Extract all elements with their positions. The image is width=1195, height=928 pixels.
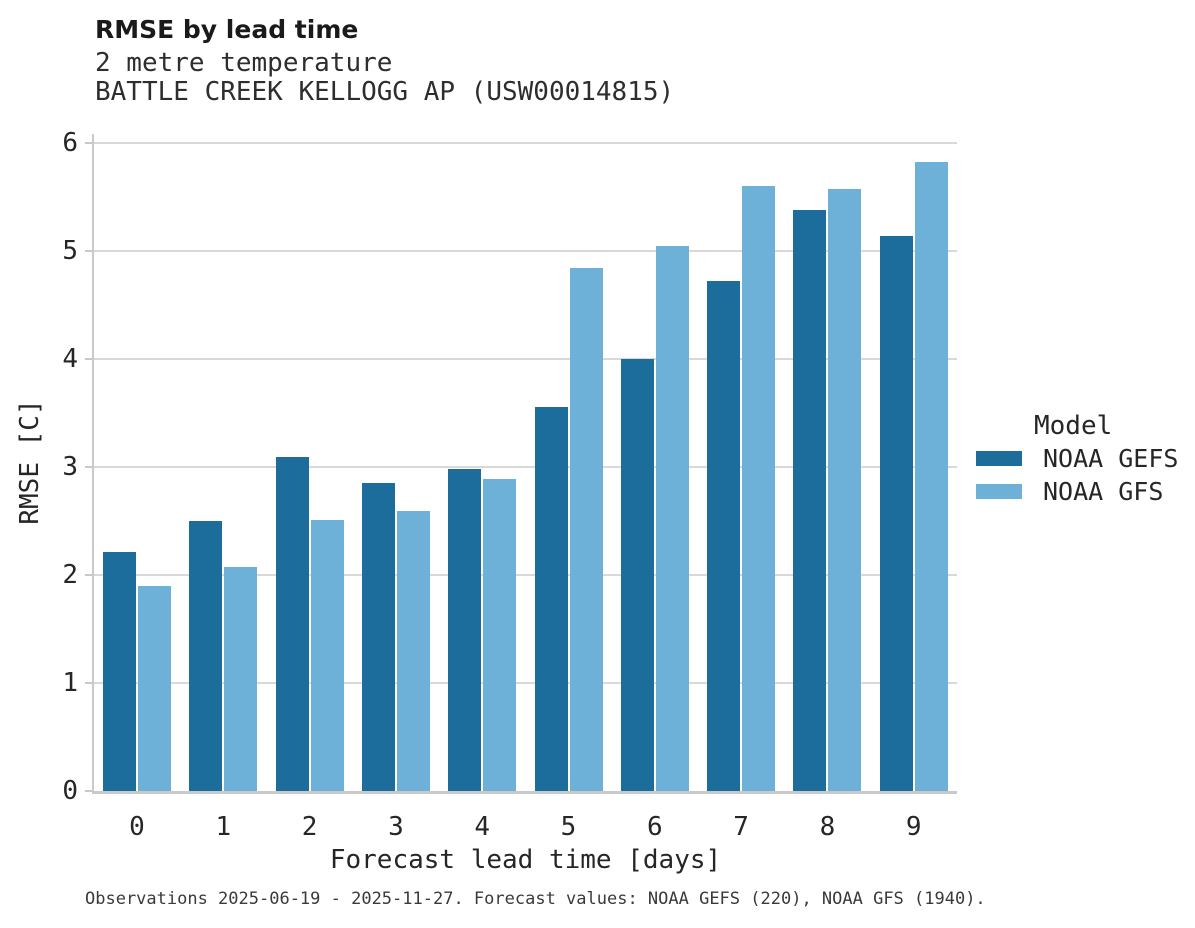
y-tick-label-6: 6 — [62, 128, 78, 158]
gridline-y-2 — [94, 574, 957, 576]
y-tick-mark-3 — [85, 466, 93, 468]
bar-noaa-gfs-lead-2 — [310, 519, 344, 791]
bar-noaa-gfs-lead-0 — [138, 585, 171, 791]
bar-noaa-gfs-lead-4 — [483, 478, 517, 791]
caption: Observations 2025-06-19 - 2025-11-27. Fo… — [85, 889, 986, 909]
bar-noaa-gefs-lead-6 — [620, 359, 654, 791]
bar-noaa-gefs-lead-8 — [793, 209, 827, 791]
legend-swatch-noaa-gefs — [976, 451, 1022, 466]
gridline-y-3 — [94, 466, 957, 468]
gridline-y-6 — [94, 142, 957, 144]
y-tick-label-3: 3 — [62, 452, 78, 482]
x-tick-label-6: 6 — [646, 812, 663, 842]
x-tick-label-7: 7 — [733, 812, 749, 842]
legend-title: Model — [1034, 411, 1113, 441]
bar-noaa-gfs-lead-3 — [396, 511, 430, 791]
x-axis-spine — [92, 791, 957, 794]
bar-noaa-gefs-lead-0 — [103, 552, 136, 791]
y-tick-label-1: 1 — [62, 668, 78, 698]
x-axis-label: Forecast lead time [days] — [329, 845, 722, 875]
bar-noaa-gefs-lead-2 — [275, 457, 309, 791]
bar-noaa-gfs-lead-6 — [655, 245, 689, 791]
x-tick-label-0: 0 — [129, 812, 145, 842]
legend-label-noaa-gefs: NOAA GEFS — [1043, 444, 1179, 473]
x-tick-label-5: 5 — [560, 812, 577, 842]
bar-noaa-gefs-lead-3 — [361, 483, 395, 791]
legend-swatch-noaa-gfs — [976, 484, 1022, 499]
x-tick-label-9: 9 — [905, 812, 922, 842]
y-tick-label-0: 0 — [62, 776, 78, 806]
y-axis-spine — [92, 134, 94, 794]
x-tick-label-4: 4 — [474, 812, 491, 842]
gridline-y-1 — [94, 682, 957, 684]
legend-label-noaa-gfs: NOAA GFS — [1043, 477, 1164, 506]
bar-noaa-gfs-lead-5 — [569, 268, 603, 791]
x-tick-label-1: 1 — [215, 812, 232, 842]
y-tick-mark-1 — [85, 682, 93, 684]
bar-noaa-gefs-lead-9 — [879, 235, 913, 791]
y-tick-mark-0 — [85, 790, 93, 792]
x-tick-label-3: 3 — [388, 812, 404, 842]
y-tick-mark-5 — [85, 250, 93, 252]
y-tick-mark-2 — [85, 574, 93, 576]
chart-subtitle-line-1: 2 metre temperature — [95, 48, 393, 78]
y-tick-mark-6 — [85, 142, 93, 144]
y-tick-mark-4 — [85, 358, 93, 360]
y-tick-label-5: 5 — [62, 236, 78, 266]
x-tick-label-8: 8 — [819, 812, 836, 842]
bar-noaa-gfs-lead-8 — [828, 189, 862, 791]
bar-noaa-gefs-lead-7 — [707, 281, 741, 791]
chart-title: RMSE by lead time — [95, 15, 359, 44]
legend: Model NOAA GEFS NOAA GFS — [976, 410, 1178, 508]
y-tick-label-2: 2 — [62, 560, 78, 590]
bar-noaa-gfs-lead-7 — [742, 186, 776, 791]
plot-area — [94, 134, 957, 791]
bar-noaa-gfs-lead-9 — [914, 162, 948, 791]
bar-noaa-gfs-lead-1 — [224, 567, 258, 791]
gridline-y-4 — [94, 358, 957, 360]
bar-noaa-gefs-lead-5 — [534, 406, 568, 791]
bar-noaa-gefs-lead-1 — [189, 521, 223, 791]
gridline-y-5 — [94, 250, 957, 252]
x-tick-label-2: 2 — [301, 812, 318, 842]
legend-item-noaa-gfs: NOAA GFS — [976, 475, 1178, 508]
chart-subtitle-line-2: BATTLE CREEK KELLOGG AP (USW00014815) — [95, 77, 675, 107]
y-tick-label-4: 4 — [62, 344, 78, 374]
legend-item-noaa-gefs: NOAA GEFS — [976, 442, 1178, 475]
chart-subtitle: 2 metre temperature BATTLE CREEK KELLOGG… — [95, 49, 674, 107]
bar-noaa-gefs-lead-4 — [448, 469, 482, 791]
